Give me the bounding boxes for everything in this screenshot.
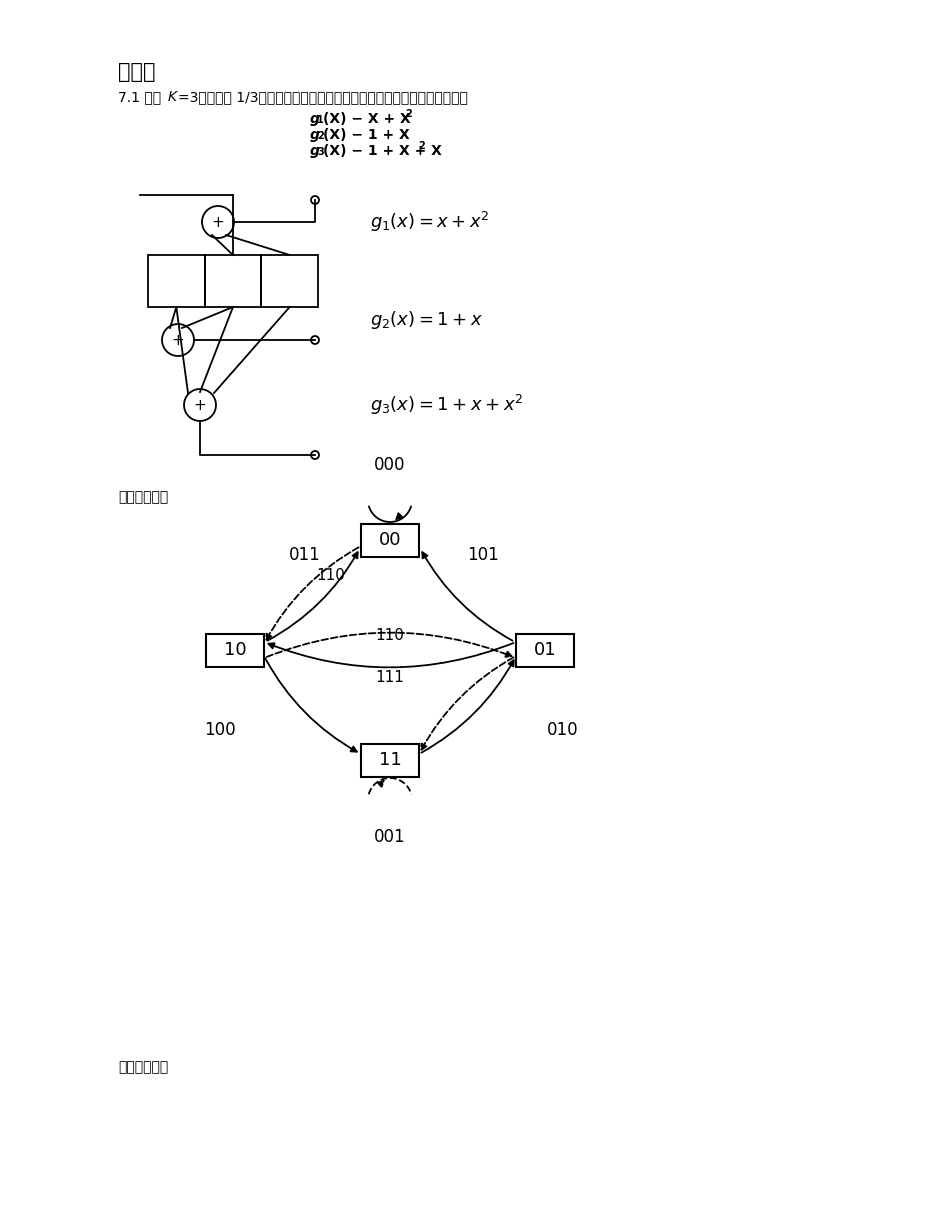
Bar [148,256,205,307]
Text: 00: 00 [379,531,401,549]
Text: g: g [310,113,319,126]
Text: 110: 110 [316,569,346,583]
Bar [206,634,263,667]
Text: $g_3(x) = 1 + x + x^2$: $g_3(x) = 1 + x + x^2$ [370,393,523,417]
Text: 110: 110 [375,627,404,642]
Bar [515,634,573,667]
Text: 树状图如下：: 树状图如下： [118,1060,168,1074]
Text: K: K [168,91,177,104]
Text: 11: 11 [379,751,401,769]
Text: 3: 3 [316,147,324,157]
Text: g: g [310,128,319,142]
Text: $g_2(x) = 1 + x$: $g_2(x) = 1 + x$ [370,309,482,331]
Text: +: + [211,214,224,230]
Text: (X) − 1 + X + X: (X) − 1 + X + X [323,144,442,158]
Text: (X) − 1 + X: (X) − 1 + X [323,128,410,142]
Text: 10: 10 [224,641,246,659]
Text: 011: 011 [289,545,320,564]
Text: 001: 001 [374,828,405,846]
Text: =3，效率为 1/3，生成多项式如下所示的编码状态图、树状图和网格图：: =3，效率为 1/3，生成多项式如下所示的编码状态图、树状图和网格图： [177,91,467,104]
Text: 01: 01 [533,641,556,659]
Text: (X) − X + X: (X) − X + X [323,113,411,126]
Text: 7.1 画出: 7.1 画出 [118,91,165,104]
Text: 000: 000 [374,456,405,475]
Text: g: g [310,144,319,158]
Text: 100: 100 [204,722,236,739]
Text: 第七章: 第七章 [118,62,156,82]
Text: 1: 1 [316,115,324,125]
Text: 2: 2 [405,109,412,119]
Bar [205,256,261,307]
Bar [361,744,418,777]
Text: +: + [172,333,184,347]
Bar [261,256,318,307]
Text: $g_1(x) = x + x^2$: $g_1(x) = x + x^2$ [370,210,489,234]
Text: 101: 101 [466,545,498,564]
Text: 状态图如下：: 状态图如下： [118,490,168,504]
Text: 111: 111 [375,670,404,686]
Bar [361,523,418,556]
Text: +: + [194,397,206,412]
Text: 2: 2 [417,141,424,150]
Text: 2: 2 [316,131,324,141]
Text: 010: 010 [547,722,578,739]
